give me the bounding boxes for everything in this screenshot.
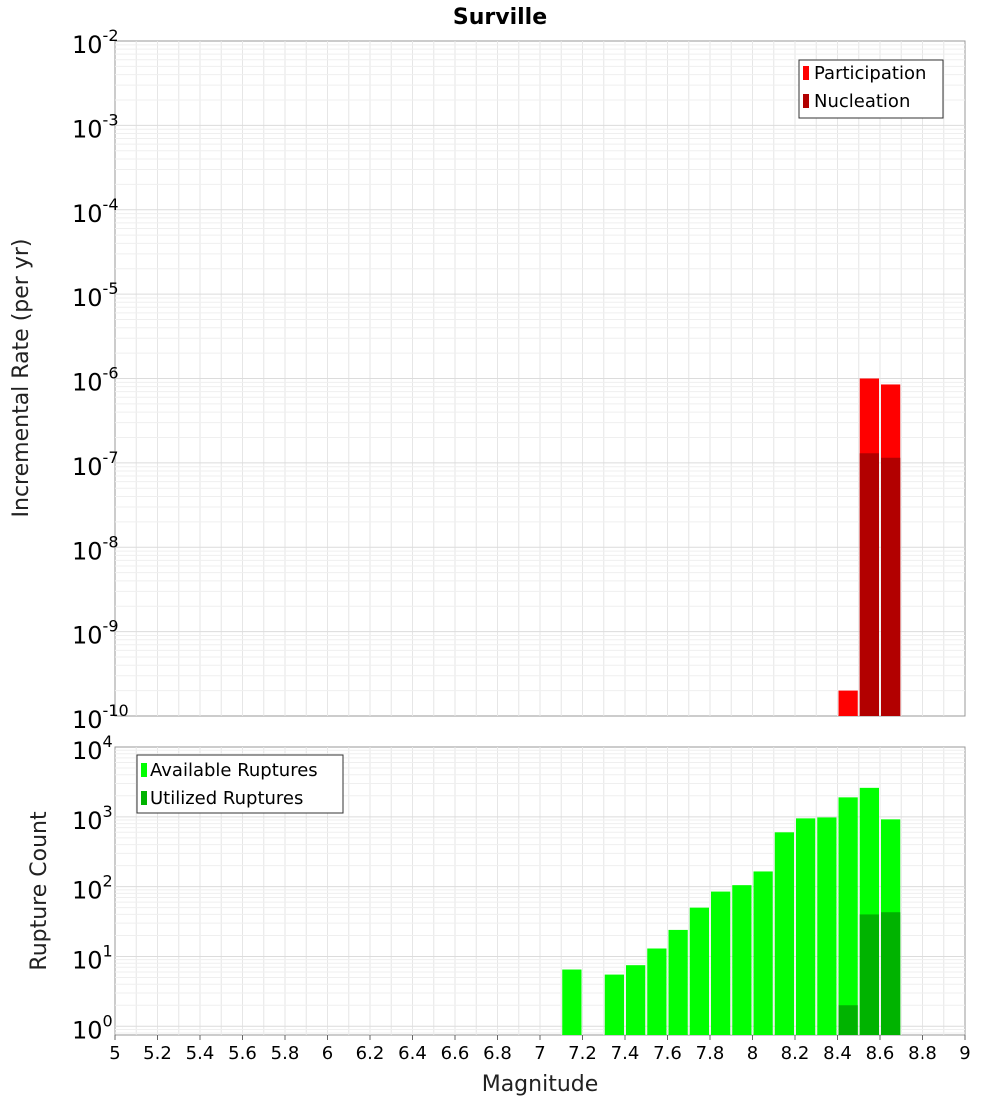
- top-y-tick-label: 10-3: [72, 110, 119, 143]
- top-y-tick-label: 10-6: [72, 364, 119, 397]
- top-bars: [838, 378, 901, 716]
- legend-label-nucleation: Nucleation: [814, 91, 910, 112]
- bar-available: [774, 832, 794, 1035]
- x-tick-label: 7: [534, 1043, 545, 1064]
- x-tick-label: 8.2: [781, 1043, 810, 1064]
- top-y-tick-label: 10-9: [72, 617, 119, 650]
- x-tick-label: 5.8: [271, 1043, 300, 1064]
- legend-swatch-nucleation: [803, 94, 809, 108]
- bar-utilized: [881, 912, 901, 1035]
- top-y-tick-label: 10-10: [72, 701, 129, 734]
- top-legend: Participation Nucleation: [798, 59, 944, 119]
- bottom-y-axis-label: Rupture Count: [27, 811, 52, 971]
- top-y-tick-label: 10-5: [72, 279, 119, 312]
- bottom-bars: [562, 787, 901, 1035]
- x-tick-label: 6: [322, 1043, 333, 1064]
- bar-nucleation: [881, 457, 901, 716]
- bottom-y-tick-label: 100: [72, 1011, 113, 1044]
- bar-participation: [838, 690, 858, 716]
- bottom-y-tick-label: 102: [72, 872, 113, 905]
- x-axis-label: Magnitude: [482, 1072, 599, 1097]
- bar-available: [647, 948, 667, 1035]
- bar-available: [604, 974, 624, 1035]
- top-y-tick-label: 10-7: [72, 448, 119, 481]
- x-ticks: 5 5.2 5.4 5.6 5.8 6 6.2 6.4 6.6 6.8 7 7.2 7.4 7.6 7.8 8…: [109, 1035, 971, 1064]
- x-tick-label: 7.8: [696, 1043, 725, 1064]
- legend-label-participation: Participation: [814, 63, 926, 84]
- bar-available: [626, 965, 646, 1035]
- x-tick-label: 5.4: [186, 1043, 215, 1064]
- x-tick-label: 6.6: [441, 1043, 470, 1064]
- legend-swatch-available: [141, 763, 147, 777]
- chart-title: Surville: [453, 5, 547, 30]
- bottom-y-tick-label: 104: [72, 732, 113, 765]
- x-tick-label: 6.8: [483, 1043, 512, 1064]
- x-tick-label: 5: [109, 1043, 120, 1064]
- x-tick-label: 5.6: [228, 1043, 257, 1064]
- bar-available: [753, 871, 773, 1035]
- x-tick-label: 7.2: [568, 1043, 597, 1064]
- bottom-legend-box: [136, 754, 344, 814]
- bar-available: [796, 818, 816, 1035]
- bar-available: [689, 907, 709, 1035]
- x-tick-label: 8.8: [908, 1043, 937, 1064]
- bottom-y-ticks: 104 103 102 101 100: [72, 732, 113, 1044]
- x-tick-label: 8.4: [823, 1043, 852, 1064]
- x-tick-label: 8.6: [866, 1043, 895, 1064]
- bar-available: [838, 797, 858, 1035]
- bar-available: [668, 929, 688, 1035]
- legend-label-available: Available Ruptures: [150, 760, 318, 781]
- bottom-y-tick-label: 103: [72, 802, 113, 835]
- top-y-tick-label: 10-4: [72, 195, 119, 228]
- bar-available: [732, 885, 752, 1035]
- top-y-tick-label: 10-2: [72, 26, 119, 59]
- top-y-ticks: 10-2 10-3 10-4 10-5 10-6 10-7 10-8 10-9 10-10: [72, 26, 129, 734]
- bottom-legend: Available Ruptures Utilized Ruptures: [136, 754, 344, 814]
- bar-available: [817, 817, 837, 1035]
- x-tick-label: 6.4: [398, 1043, 427, 1064]
- x-tick-label: 7.4: [611, 1043, 640, 1064]
- top-grid: [115, 41, 965, 716]
- legend-label-utilized: Utilized Ruptures: [150, 788, 303, 809]
- bar-available: [711, 891, 731, 1035]
- x-tick-label: 9: [959, 1043, 970, 1064]
- legend-swatch-utilized: [141, 791, 147, 805]
- x-tick-label: 7.6: [653, 1043, 682, 1064]
- bar-utilized: [838, 1005, 858, 1035]
- x-tick-label: 5.2: [143, 1043, 172, 1064]
- top-panel: 10-2 10-3 10-4 10-5 10-6 10-7 10-8 10-9 10-10 In…: [9, 26, 966, 734]
- top-y-axis-label: Incremental Rate (per yr): [9, 239, 34, 518]
- x-tick-label: 6.2: [356, 1043, 385, 1064]
- top-y-tick-label: 10-8: [72, 532, 119, 565]
- top-legend-box: [798, 59, 944, 119]
- bottom-y-tick-label: 101: [72, 941, 113, 974]
- bar-nucleation: [859, 453, 879, 716]
- bar-utilized: [859, 914, 879, 1035]
- bottom-panel: 104 103 102 101 100 5 5.2 5.4 5.6 5.8 6 6.2 6.4 6.6 6…: [27, 732, 971, 1097]
- bar-available: [562, 969, 582, 1035]
- legend-swatch-participation: [803, 66, 809, 80]
- x-tick-label: 8: [747, 1043, 758, 1064]
